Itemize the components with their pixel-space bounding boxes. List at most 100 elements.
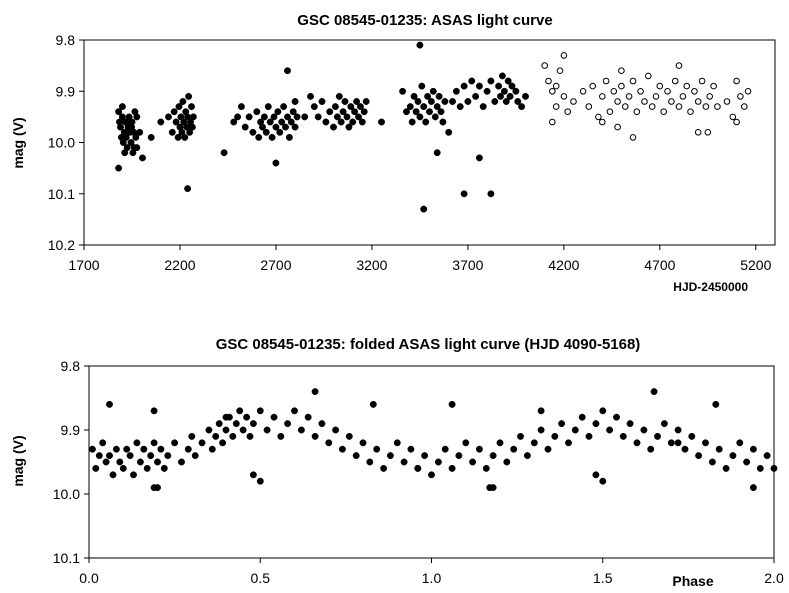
- chart-top-x-tick-label: 2200: [164, 257, 195, 273]
- chart-top-data-point: [412, 108, 420, 116]
- chart-bottom-data-point: [633, 439, 641, 447]
- chart-top-data-point: [433, 149, 441, 157]
- chart-top-open-data-point: [541, 62, 549, 69]
- chart-bottom-data-point: [212, 432, 220, 440]
- chart-top-open-data-point: [556, 67, 564, 74]
- chart-top-data-point: [414, 98, 422, 105]
- chart-bottom-data-point: [448, 464, 456, 472]
- chart-top-x-tick-label: 4700: [644, 257, 675, 273]
- chart-top-data-point: [518, 103, 526, 111]
- chart-top-y-axis-label: mag (V): [10, 117, 26, 168]
- chart-bottom-data-point: [191, 452, 199, 460]
- chart-bottom-data-point: [119, 464, 127, 472]
- chart-top-data-point: [479, 103, 487, 111]
- chart-top-data-point: [472, 92, 480, 100]
- chart-top-data-point: [282, 123, 289, 131]
- chart-bottom-data-point: [291, 407, 298, 415]
- chart-top-data-point: [314, 113, 322, 121]
- chart-top-data-point: [178, 128, 186, 136]
- chart-top-open-data-point: [552, 82, 560, 90]
- chart-bottom-data-point: [715, 445, 723, 453]
- chart-top-data-point: [343, 113, 351, 121]
- chart-bottom-points: [88, 388, 778, 492]
- chart-top-open-data-point: [675, 62, 683, 69]
- chart-bottom-data-point: [373, 445, 381, 453]
- chart-bottom-data-point: [136, 458, 144, 466]
- chart-top-data-point: [504, 77, 512, 85]
- chart-top-data-point: [416, 113, 424, 121]
- chart-bottom-data-point: [407, 445, 415, 453]
- chart-top-data-point: [468, 77, 476, 85]
- chart-bottom-data-point: [421, 452, 429, 460]
- chart-bottom-data-point: [674, 426, 682, 434]
- chart-top-open-data-point: [660, 108, 668, 115]
- chart-top-open-data-point: [744, 88, 752, 95]
- chart-bottom-data-point: [236, 407, 244, 415]
- chart-bottom-data-point: [749, 445, 757, 453]
- chart-top-data-point: [185, 92, 193, 100]
- chart-bottom-data-point: [599, 477, 607, 485]
- chart-top-open-data-point: [595, 113, 602, 121]
- chart-top-data-point: [491, 98, 499, 105]
- chart-top-data-point: [179, 98, 187, 105]
- chart-top-open-data-point: [637, 88, 644, 95]
- chart-top-data-point: [272, 123, 280, 131]
- chart-bottom-data-point: [102, 458, 110, 466]
- chart-top-open-data-point: [671, 77, 679, 85]
- chart-top-data-point: [498, 72, 506, 80]
- chart-bottom-x-tick-label: 1.0: [422, 570, 442, 586]
- chart-bottom-data-point: [239, 426, 247, 434]
- chart-top-axes: [79, 39, 776, 250]
- chart-bottom-data-point: [523, 452, 531, 460]
- chart-bottom-data-point: [208, 445, 216, 453]
- chart-bottom-data-point: [380, 464, 388, 472]
- chart-top-open-data-point: [733, 118, 740, 126]
- chart-bottom-data-point: [613, 413, 620, 421]
- chart-bottom-data-point: [448, 400, 456, 408]
- chart-bottom-data-point: [749, 484, 757, 492]
- chart-top-data-point: [497, 92, 504, 100]
- chart-top-data-point: [230, 118, 238, 126]
- chart-top-open-data-point: [675, 103, 683, 110]
- chart-top-data-point: [284, 67, 291, 75]
- chart-top-data-point: [347, 103, 355, 111]
- chart-top-data-point: [426, 108, 433, 116]
- chart-bottom-data-point: [688, 432, 696, 440]
- chart-top-data-point: [133, 113, 141, 121]
- chart-top-data-point: [495, 82, 503, 90]
- chart-top-data-point: [189, 113, 197, 121]
- chart-bottom-data-point: [256, 477, 264, 485]
- chart-bottom-data-point: [434, 458, 442, 466]
- chart-top-data-point: [500, 87, 508, 95]
- chart-top-open-data-point: [564, 108, 572, 115]
- chart-top-data-point: [115, 108, 123, 116]
- chart-bottom-data-point: [263, 426, 271, 434]
- chart-top-data-point: [259, 123, 266, 131]
- chart-top-data-point: [416, 41, 424, 49]
- chart-top-data-point: [333, 113, 341, 121]
- chart-top-data-point: [130, 144, 138, 152]
- chart-top-data-point: [420, 103, 428, 111]
- chart-bottom-data-point: [160, 464, 168, 472]
- chart-bottom-y-tick-label: 10.0: [53, 486, 80, 502]
- chart-top-data-point: [429, 87, 437, 95]
- chart-top-data-point: [506, 92, 514, 100]
- chart-bottom-data-point: [126, 452, 134, 460]
- chart-bottom-data-point: [640, 426, 648, 434]
- chart-bottom-data-point: [743, 458, 751, 466]
- chart-top-data-point: [127, 139, 135, 146]
- chart-top-data-point: [452, 87, 460, 95]
- chart-bottom-data-point: [147, 452, 155, 460]
- chart-top-data-point: [117, 123, 124, 131]
- chart-top-open-data-point: [641, 98, 648, 105]
- chart-top-data-point: [351, 108, 359, 116]
- chart-bottom-data-point: [695, 452, 703, 460]
- chart-top-data-point: [514, 98, 522, 105]
- chart-top-data-point: [188, 103, 195, 111]
- chart-bottom-data-point: [99, 439, 107, 447]
- chart-top-data-point: [403, 108, 410, 116]
- chart-top-data-point: [322, 118, 330, 126]
- chart-bottom-data-point: [551, 432, 559, 440]
